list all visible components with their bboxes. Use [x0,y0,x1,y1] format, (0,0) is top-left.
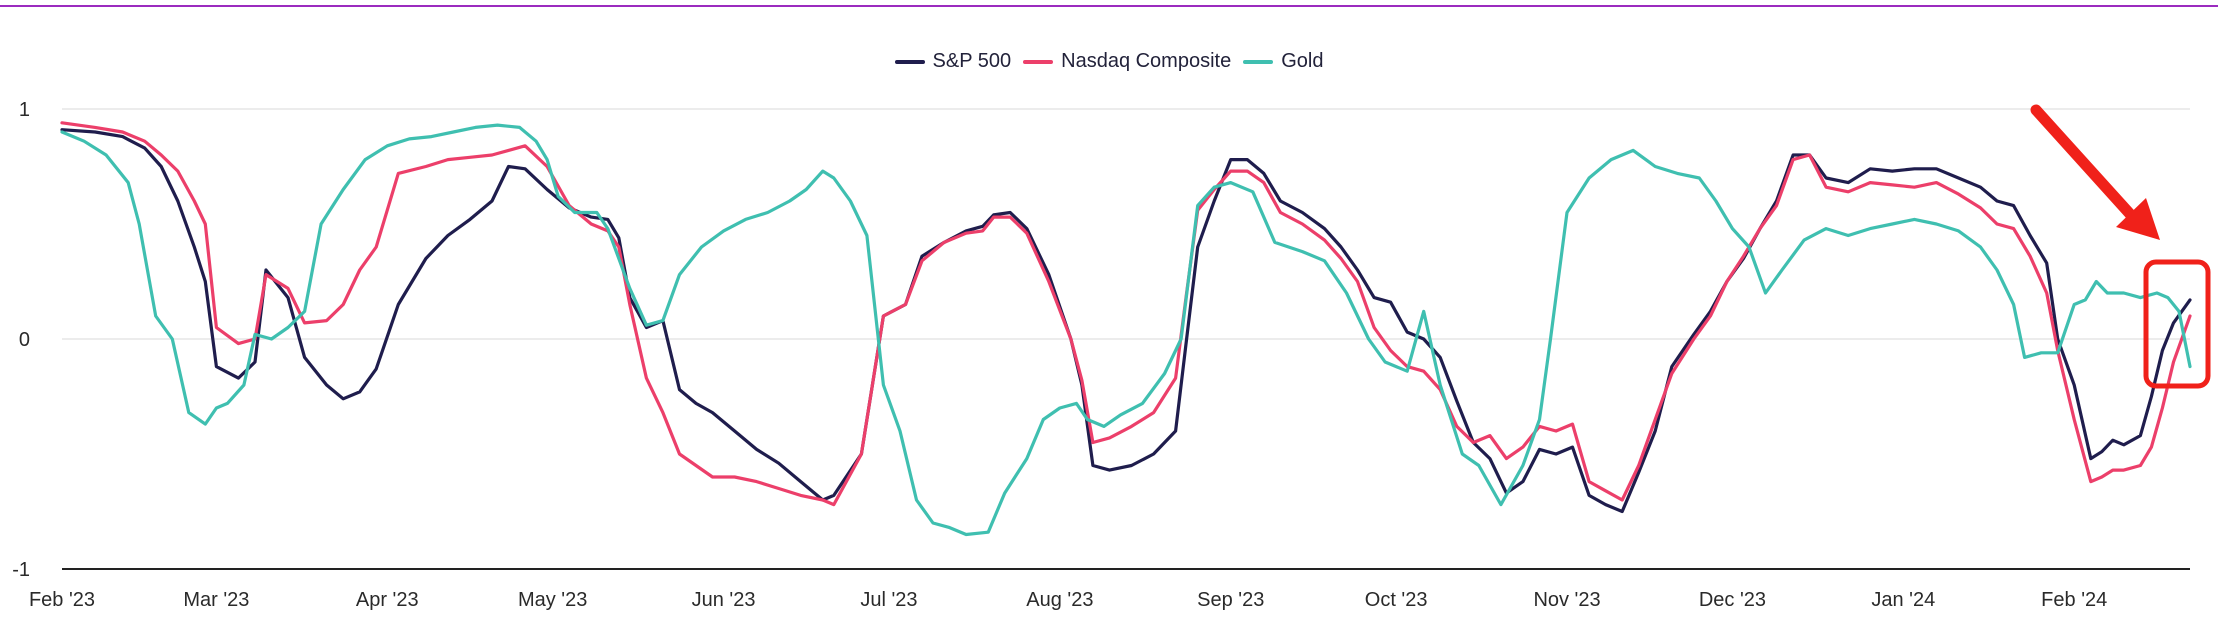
legend-swatch [1023,59,1054,64]
legend: S&P 500 Nasdaq Composite Gold [0,50,2218,73]
x-tick-label: Nov '23 [1533,589,1600,611]
gridlines [62,108,2190,570]
legend-label: S&P 500 [932,50,1012,72]
legend-item: Nasdaq Composite [1023,50,1231,73]
arrow-shaft [2030,104,2136,220]
x-tick-label: Feb '24 [2041,589,2107,611]
y-tick-label: 1 [19,99,30,121]
series-lines [60,121,2192,537]
x-axis-labels: Feb '23 Mar '23 Apr '23 May '23 Jun '23 Jul '… [29,589,2107,611]
x-tick-label: Feb '23 [29,589,95,611]
arrow-head [2116,198,2160,240]
x-tick-label: Aug '23 [1026,589,1093,611]
annotation [2030,104,2211,389]
legend-label: Gold [1281,50,1324,72]
series-line-s-p-500 [60,128,2192,514]
x-tick-label: Jan '24 [1871,589,1935,611]
x-tick-label: Dec '23 [1699,589,1766,611]
legend-item: Gold [1243,50,1323,73]
legend-item: S&P 500 [894,50,1012,73]
x-tick-label: Sep '23 [1197,589,1264,611]
x-tick-label: May '23 [518,589,587,611]
legend-label: Nasdaq Composite [1061,50,1232,72]
y-axis-labels: 1 0 -1 [12,99,30,581]
y-tick-label: -1 [12,559,30,581]
x-tick-label: Oct '23 [1365,589,1428,611]
x-tick-label: Mar '23 [183,589,249,611]
x-tick-label: Apr '23 [356,589,419,611]
series-line-nasdaq-composite [60,121,2192,507]
series-line-gold [60,123,2192,537]
x-tick-label: Jun '23 [692,589,756,611]
y-tick-label: 0 [19,329,30,351]
highlight-box [2143,259,2211,389]
legend-swatch [894,59,925,64]
legend-swatch [1243,59,1274,64]
x-tick-label: Jul '23 [860,589,917,611]
